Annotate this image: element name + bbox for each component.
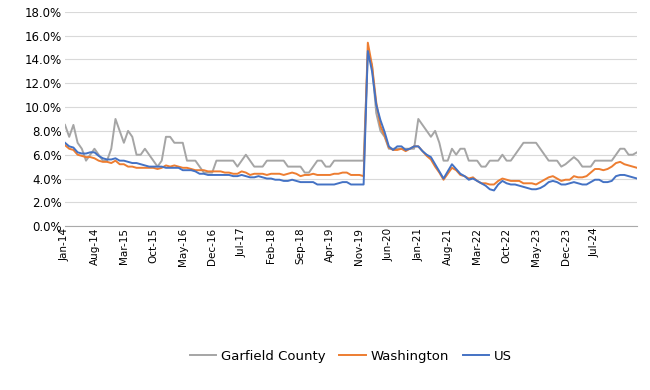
- US: [141, 163, 149, 168]
- Garfield County: [422, 129, 430, 133]
- US: [259, 175, 266, 180]
- US: [633, 176, 641, 181]
- US: [490, 188, 498, 193]
- Washington: [633, 165, 641, 170]
- US: [419, 149, 426, 153]
- Garfield County: [511, 152, 519, 157]
- Washington: [364, 40, 372, 45]
- Line: Washington: Washington: [65, 43, 637, 184]
- Washington: [272, 172, 280, 176]
- Garfield County: [263, 158, 271, 163]
- US: [313, 182, 321, 187]
- Washington: [141, 165, 149, 170]
- Garfield County: [200, 170, 208, 175]
- Garfield County: [633, 150, 641, 155]
- Washington: [486, 182, 494, 187]
- Line: Garfield County: Garfield County: [65, 53, 637, 172]
- Garfield County: [318, 158, 326, 163]
- US: [61, 140, 69, 145]
- Legend: Garfield County, Washington, US: Garfield County, Washington, US: [185, 344, 517, 368]
- Garfield County: [61, 122, 69, 127]
- Garfield County: [364, 51, 372, 56]
- Washington: [259, 172, 266, 176]
- Washington: [61, 143, 69, 147]
- Washington: [419, 149, 426, 153]
- Washington: [313, 173, 321, 177]
- US: [511, 182, 519, 187]
- Washington: [511, 179, 519, 183]
- Line: US: US: [65, 51, 637, 190]
- Garfield County: [276, 158, 283, 163]
- US: [364, 49, 372, 53]
- Garfield County: [141, 146, 149, 151]
- US: [272, 177, 280, 182]
